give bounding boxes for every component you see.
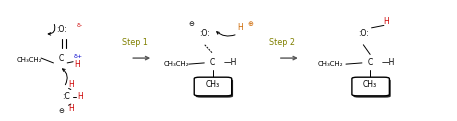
Text: C: C (367, 58, 373, 67)
Text: :C: :C (63, 92, 70, 101)
Text: δ+: δ+ (73, 54, 82, 59)
Text: C: C (210, 58, 215, 67)
Text: ⊖: ⊖ (59, 108, 64, 114)
Text: ⊖: ⊖ (188, 21, 194, 27)
Text: :O:: :O: (199, 29, 210, 38)
Text: —H: —H (382, 58, 395, 67)
Text: ⊕: ⊕ (248, 21, 253, 27)
Text: :O:: :O: (56, 25, 67, 34)
FancyBboxPatch shape (352, 77, 389, 96)
Text: CH₃: CH₃ (363, 80, 377, 89)
Text: Step 1: Step 1 (122, 38, 148, 47)
Text: H: H (68, 80, 74, 89)
FancyBboxPatch shape (196, 79, 233, 98)
Text: H: H (237, 23, 243, 32)
Text: H: H (383, 17, 389, 26)
Text: C: C (59, 54, 64, 63)
FancyBboxPatch shape (194, 77, 232, 96)
Text: Step 2: Step 2 (270, 38, 295, 47)
Text: H: H (74, 60, 80, 69)
Text: CH₃CH₂: CH₃CH₂ (163, 61, 189, 67)
Text: H: H (68, 104, 74, 113)
Text: δ-: δ- (77, 23, 83, 28)
Text: :O:: :O: (358, 29, 369, 38)
Text: H: H (77, 92, 83, 101)
Text: CH₃CH₂: CH₃CH₂ (17, 57, 43, 64)
Text: —H: —H (224, 58, 238, 67)
FancyBboxPatch shape (353, 79, 391, 98)
Text: CH₃CH₂: CH₃CH₂ (317, 61, 343, 67)
Text: CH₃: CH₃ (206, 80, 219, 89)
